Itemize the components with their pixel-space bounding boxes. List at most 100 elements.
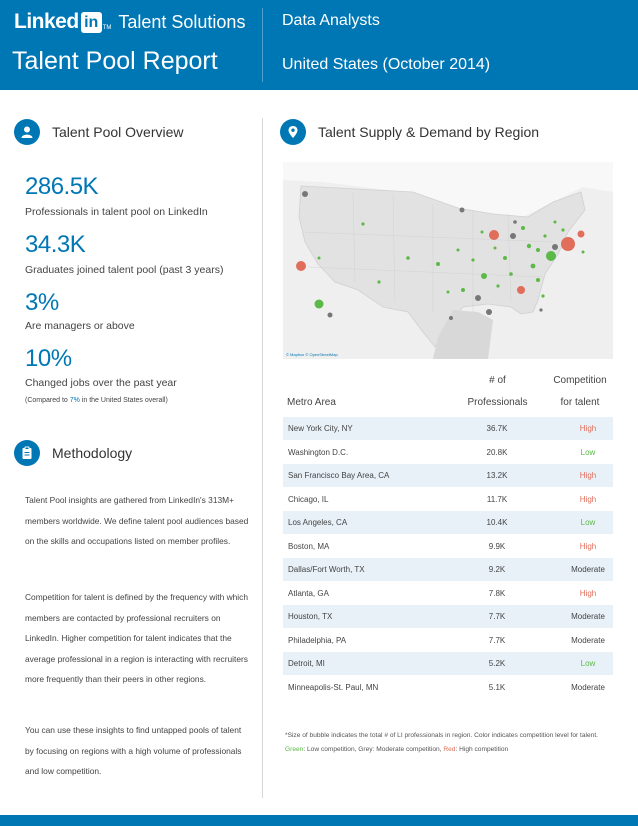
- bubble-low: [436, 262, 440, 266]
- row-professionals: 13.2K: [486, 471, 508, 480]
- bubble-minneapolis: [459, 207, 465, 213]
- note-value: 7%: [69, 397, 80, 404]
- row-metro: Minneapolis-St. Paul, MN: [288, 682, 379, 692]
- row-competition: Low: [580, 518, 596, 527]
- table-row: Houston, TX 7.7K Moderate: [283, 605, 613, 628]
- methodology-heading-label: Methodology: [52, 445, 133, 461]
- logo-trademark: TM: [102, 25, 112, 31]
- note-prefix: (Compared to: [25, 397, 70, 404]
- row-metro: Chicago, IL: [288, 494, 329, 504]
- bubble-low: [536, 278, 540, 282]
- report-title: Talent Pool Report: [12, 47, 218, 75]
- methodology-paragraph-3: You can use these insights to find untap…: [25, 725, 242, 776]
- bubble-low: [461, 288, 465, 292]
- table-row: Detroit, MI 5.2K Low: [283, 652, 613, 675]
- bubble-low: [543, 234, 547, 238]
- row-competition: High: [579, 424, 597, 433]
- bubble-low: [377, 280, 381, 284]
- footnote-part2: : Low competition, Grey: Moderate compet…: [303, 746, 444, 753]
- footer-bar: [0, 815, 638, 826]
- methodology-paragraph-2: Competition for talent is defined by the…: [25, 592, 248, 684]
- bubble-boston: [577, 230, 585, 238]
- col-header-num-line1: # of: [489, 375, 506, 386]
- clipboard-icon: [14, 440, 40, 466]
- map-bubbles: [296, 191, 585, 320]
- bubble-moderate: [327, 312, 333, 318]
- row-professionals: 7.7K: [488, 635, 506, 645]
- bubble-low: [581, 250, 585, 254]
- supply-demand-heading-label: Talent Supply & Demand by Region: [318, 124, 540, 140]
- bubble-low: [481, 273, 487, 279]
- logo-in-box: in: [80, 11, 102, 33]
- overview-heading-label: Talent Pool Overview: [52, 124, 184, 140]
- row-metro: New York City, NY: [288, 424, 353, 433]
- footnote-red-label: Red: [443, 746, 456, 753]
- bubble-low: [456, 248, 460, 252]
- methodology-heading: Methodology: [14, 440, 132, 466]
- bubble-low: [480, 230, 484, 234]
- footnote-part1: *Size of bubble indicates the total # of…: [285, 732, 599, 739]
- bubble-low: [471, 258, 475, 262]
- row-metro: Washington D.C.: [288, 447, 349, 457]
- bubble-low: [541, 294, 545, 298]
- row-metro: Atlanta, GA: [288, 588, 329, 598]
- table-row: Boston, MA 9.9K High: [283, 535, 613, 558]
- bubble-moderate: [449, 316, 453, 320]
- bubble-low: [526, 243, 532, 249]
- bubble-low: [317, 256, 321, 260]
- note-suffix: in the United States overall): [79, 397, 168, 404]
- stat-caption-changed-jobs: Changed jobs over the past year: [25, 377, 177, 389]
- map-pin-icon: [280, 119, 306, 145]
- row-professionals: 10.4K: [486, 518, 508, 527]
- row-metro: Los Angeles, CA: [288, 518, 348, 527]
- col-header-comp-line2: for talent: [560, 397, 600, 408]
- table-row: New York City, NY 36.7K High: [283, 417, 613, 440]
- table-row: Los Angeles, CA 10.4K Low: [283, 511, 613, 534]
- bubble-washington: [546, 251, 556, 261]
- overview-heading: Talent Pool Overview: [14, 119, 184, 145]
- table-row: Philadelphia, PA 7.7K Moderate: [283, 629, 613, 652]
- bubble-houston: [486, 309, 492, 315]
- bubble-moderate: [510, 233, 516, 239]
- map-canada-landmass: [283, 162, 613, 217]
- bubble-low: [503, 256, 507, 260]
- bubble-low: [553, 220, 557, 224]
- row-competition: Moderate: [571, 682, 605, 692]
- row-professionals: 9.2K: [488, 565, 506, 574]
- bubble-new-york: [561, 237, 575, 251]
- bubble-moderate: [513, 220, 517, 224]
- row-professionals: 5.2K: [488, 659, 506, 668]
- row-competition: Low: [580, 447, 596, 457]
- bubble-low: [509, 272, 513, 276]
- col-header-num-line2: Professionals: [467, 397, 528, 408]
- row-competition: Low: [580, 659, 596, 668]
- bubble-low: [361, 222, 365, 226]
- bubble-philadelphia: [552, 244, 558, 250]
- bubble-detroit: [521, 226, 525, 230]
- footnote-green-label: Green: [285, 746, 304, 753]
- map-credit[interactable]: © Mapbox © OpenStreetMap: [286, 352, 338, 357]
- row-professionals: 7.8K: [488, 588, 506, 598]
- row-competition: High: [579, 588, 597, 598]
- stat-value-managers: 3%: [25, 289, 59, 316]
- table-row: Chicago, IL 11.7K High: [283, 488, 613, 511]
- bubble-dallas: [475, 295, 481, 301]
- stat-caption-graduates: Graduates joined talent pool (past 3 yea…: [25, 264, 224, 276]
- bubble-atlanta: [517, 286, 525, 294]
- row-competition: Moderate: [571, 612, 605, 621]
- stat-value-graduates: 34.3K: [25, 231, 86, 258]
- talent-bubble-map[interactable]: © Mapbox © OpenStreetMap: [283, 162, 613, 359]
- stat-value-professionals: 286.5K: [25, 173, 99, 200]
- table-row: Atlanta, GA 7.8K High: [283, 582, 613, 605]
- bubble-chicago: [489, 230, 499, 240]
- bubble-low: [493, 246, 497, 250]
- bubble-low: [446, 290, 450, 294]
- stat-value-changed-jobs: 10%: [25, 345, 72, 372]
- row-metro: Houston, TX: [288, 612, 333, 621]
- stat-comparison-note: (Compared to 7% in the United States ove…: [25, 397, 168, 404]
- row-competition: Moderate: [571, 565, 605, 574]
- row-professionals: 9.9K: [488, 541, 506, 551]
- row-competition: Moderate: [571, 635, 605, 645]
- stat-caption-professionals: Professionals in talent pool on LinkedIn: [25, 206, 208, 218]
- bubble-low: [496, 284, 500, 288]
